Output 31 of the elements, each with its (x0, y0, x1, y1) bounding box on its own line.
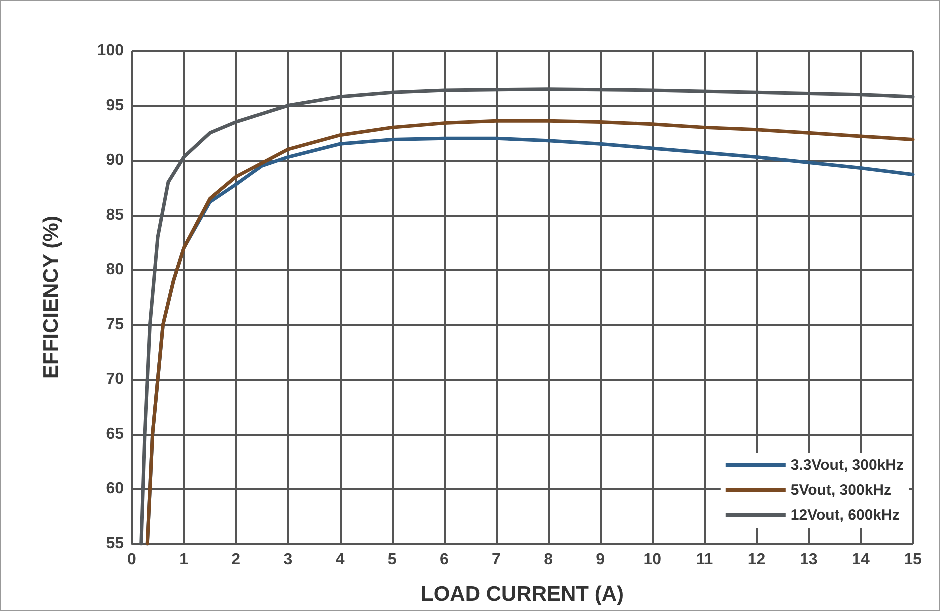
x-tick-label: 14 (852, 552, 870, 568)
x-axis-title: LOAD CURRENT (A) (421, 583, 624, 606)
x-tick-label: 9 (596, 552, 606, 568)
x-tick-label: 8 (544, 552, 554, 568)
x-tick-label: 1 (180, 552, 189, 568)
y-tick-label: 90 (106, 152, 124, 170)
x-tick-label: 15 (904, 552, 922, 568)
x-tick-label: 0 (128, 552, 137, 568)
y-tick-label: 95 (106, 97, 124, 114)
y-tick-label: 75 (106, 316, 124, 334)
x-tick-label: 2 (232, 552, 241, 568)
y-tick-label: 80 (106, 262, 124, 279)
x-tick-label: 10 (644, 552, 662, 568)
y-axis-title: EFFICIENCY (%) (40, 216, 63, 379)
legend-label: 12Vout, 600kHz (790, 507, 900, 524)
legend-label: 3.3Vout, 300kHz (790, 457, 904, 474)
x-tick-label: 12 (748, 552, 766, 568)
x-tick-label: 4 (336, 552, 345, 568)
x-tick-label: 11 (696, 552, 714, 568)
x-tick-label: 5 (388, 552, 397, 568)
y-tick-label: 55 (106, 536, 124, 552)
y-tick-label: 85 (106, 206, 124, 224)
x-tick-label: 6 (440, 552, 449, 568)
y-tick-label: 60 (106, 480, 124, 498)
y-tick-label: 100 (97, 42, 124, 60)
y-tick-label: 70 (106, 371, 124, 388)
x-tick-label: 3 (284, 552, 293, 568)
x-tick-label: 7 (492, 552, 502, 568)
y-tick-label: 65 (106, 426, 124, 443)
legend-label: 5Vout, 300kHz (790, 482, 892, 499)
x-tick-label: 13 (800, 552, 818, 568)
